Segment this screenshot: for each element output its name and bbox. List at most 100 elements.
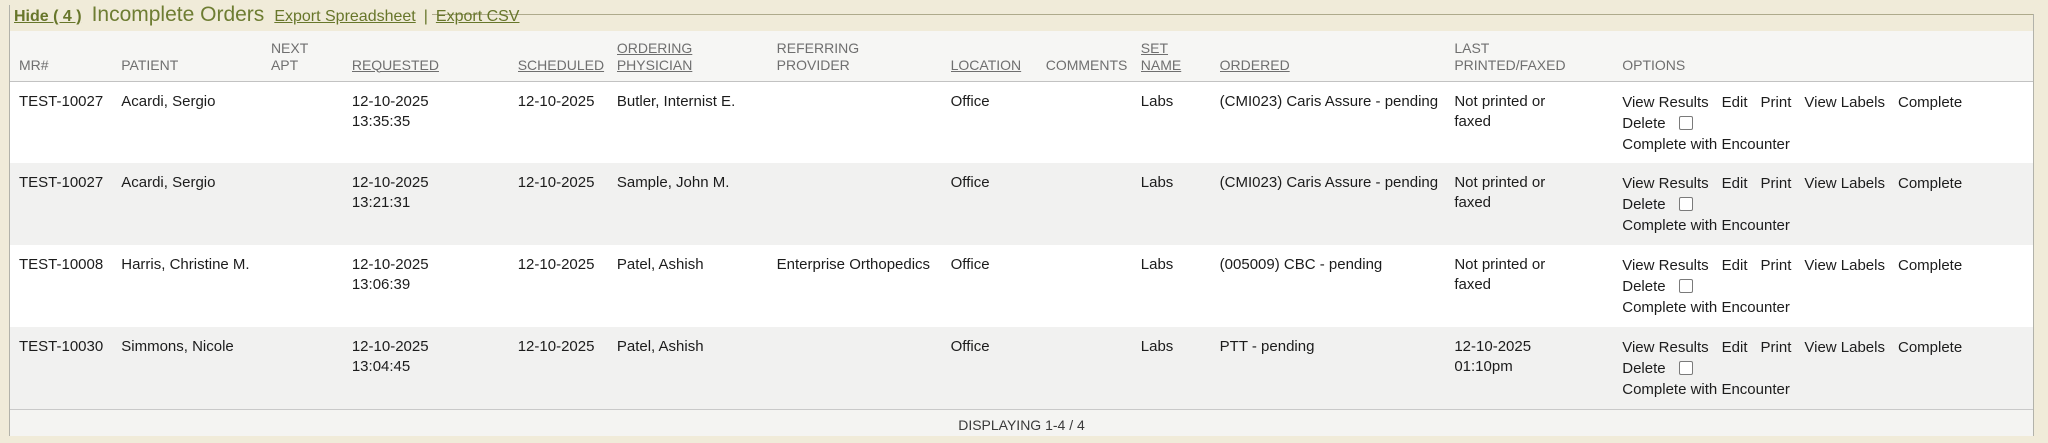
displaying-count: DISPLAYING 1-4 / 4 [10,408,2033,436]
hide-toggle-link[interactable]: Hide ( 4 ) [14,8,82,25]
cell-referring-provider [777,163,951,245]
cell-requested: 12-10-2025 13:35:35 [351,92,429,130]
delete-checkbox[interactable] [1678,361,1693,375]
complete-with-encounter-link[interactable]: Complete with Encounter [1622,217,1790,234]
col-set-name-sort[interactable]: SET NAME [1140,31,1220,82]
complete-link[interactable]: Complete [1898,93,1963,111]
cell-mr: TEST-10030 [19,338,104,355]
table-footer-row: DISPLAYING 1-4 / 4 [10,408,2033,436]
cell-ordering-physician: Patel, Ashish [616,338,704,355]
print-link[interactable]: Print [1760,339,1792,356]
cell-mr: TEST-10027 [19,92,104,110]
view-labels-link[interactable]: View Labels [1804,339,1885,356]
edit-link[interactable]: Edit [1721,339,1748,356]
cell-options: View Results Edit Print View Labels Complete… [1622,81,2033,163]
col-comments: COMMENTS [1045,31,1141,82]
view-results-link[interactable]: View Results [1622,257,1709,274]
table-row: TEST-10027 Acardi, Sergio 12-10-2025 13:2… [10,163,2033,245]
cell-requested: 12-10-2025 13:06:39 [351,256,429,293]
col-referring-provider: REFERRING PROVIDER [776,31,951,82]
delete-link[interactable]: Delete [1622,196,1666,213]
delete-link[interactable]: Delete [1622,360,1666,377]
print-link[interactable]: Print [1760,93,1792,111]
col-last-printed-faxed: LAST PRINTED/FAXED [1454,31,1623,82]
delete-link[interactable]: Delete [1622,114,1666,132]
complete-link[interactable]: Complete [1898,339,1963,356]
delete-checkbox[interactable] [1678,115,1693,130]
col-mr: MR# [10,31,122,82]
cell-ordered: (CMI023) Caris Assure - pending [1219,92,1439,110]
cell-referring-provider [777,81,951,163]
col-patient: PATIENT [121,31,271,82]
table-row: TEST-10030 Simmons, Nicole 12-10-2025 13:… [10,327,2033,409]
edit-link[interactable]: Edit [1721,175,1748,192]
col-ordering-physician-sort[interactable]: ORDERING PHYSICIAN [616,31,777,82]
cell-next-apt [271,163,352,245]
cell-mr: TEST-10008 [19,256,104,273]
view-labels-link[interactable]: View Labels [1804,93,1885,111]
export-csv-link[interactable]: Export CSV [435,8,520,25]
complete-with-encounter-link[interactable]: Complete with Encounter [1622,299,1790,316]
cell-scheduled: 12-10-2025 [517,92,595,110]
print-link[interactable]: Print [1760,257,1792,274]
complete-link[interactable]: Complete [1898,175,1963,192]
cell-comments [1046,245,1141,327]
cell-set-name: Labs [1140,174,1174,191]
col-location-sort[interactable]: LOCATION [950,31,1046,82]
table-row: TEST-10008 Harris, Christine M. 12-10-20… [10,245,2033,327]
cell-requested: 12-10-2025 13:04:45 [351,338,429,375]
export-spreadsheet-link[interactable]: Export Spreadsheet [274,8,416,25]
view-labels-link[interactable]: View Labels [1804,175,1885,192]
col-ordered-sort[interactable]: ORDERED [1219,31,1455,82]
edit-link[interactable]: Edit [1721,257,1748,274]
col-options: OPTIONS [1622,31,2033,82]
cell-patient: Acardi, Sergio [121,92,216,110]
fieldset-top-border [432,14,2034,15]
cell-set-name: Labs [1140,256,1174,273]
cell-next-apt [271,327,352,409]
view-labels-link[interactable]: View Labels [1804,257,1885,274]
cell-referring-provider [777,327,951,409]
table-row: TEST-10027 Acardi, Sergio 12-10-2025 13:3… [10,81,2033,163]
cell-options: View Results Edit Print View Labels Complete… [1622,327,2033,409]
col-scheduled-sort[interactable]: SCHEDULED [517,31,617,82]
col-requested-sort[interactable]: REQUESTED [351,31,518,82]
cell-last-printed-faxed: Not printed or faxed [1454,256,1546,293]
complete-link[interactable]: Complete [1898,257,1963,274]
complete-with-encounter-link[interactable]: Complete with Encounter [1622,135,1790,153]
complete-with-encounter-link[interactable]: Complete with Encounter [1622,381,1790,398]
cell-scheduled: 12-10-2025 [517,174,595,191]
cell-comments [1046,81,1141,163]
panel-title: Incomplete Orders [91,3,265,26]
cell-options: View Results Edit Print View Labels Complete… [1622,245,2033,327]
print-link[interactable]: Print [1760,175,1792,192]
view-results-link[interactable]: View Results [1622,93,1709,111]
cell-scheduled: 12-10-2025 [517,256,595,273]
col-next-apt: NEXT APT [270,31,352,82]
cell-location: Office [950,92,990,110]
cell-comments [1046,327,1141,409]
fieldset-left-tick [9,5,10,15]
view-results-link[interactable]: View Results [1622,339,1709,356]
cell-next-apt [271,81,352,163]
delete-checkbox[interactable] [1678,279,1693,293]
legend-divider: | [423,8,428,25]
incomplete-orders-table: MR# PATIENT NEXT APT REQUESTED SCHEDULED … [10,31,2033,436]
edit-link[interactable]: Edit [1721,93,1748,111]
cell-scheduled: 12-10-2025 [517,338,595,355]
cell-location: Office [950,338,990,355]
cell-last-printed-faxed: Not printed or faxed [1454,174,1546,211]
delete-checkbox[interactable] [1678,197,1693,211]
cell-location: Office [950,174,990,191]
view-results-link[interactable]: View Results [1622,175,1709,192]
cell-last-printed-faxed: 12-10-2025 01:10pm [1454,338,1532,375]
cell-mr: TEST-10027 [19,174,104,191]
cell-ordering-physician: Patel, Ashish [616,256,704,273]
cell-comments [1046,163,1141,245]
delete-link[interactable]: Delete [1622,278,1666,295]
cell-last-printed-faxed: Not printed or faxed [1454,92,1546,130]
cell-ordered: PTT - pending [1219,338,1315,355]
table-header-row: MR# PATIENT NEXT APT REQUESTED SCHEDULED … [10,31,2033,82]
cell-ordered: (005009) CBC - pending [1219,256,1383,273]
